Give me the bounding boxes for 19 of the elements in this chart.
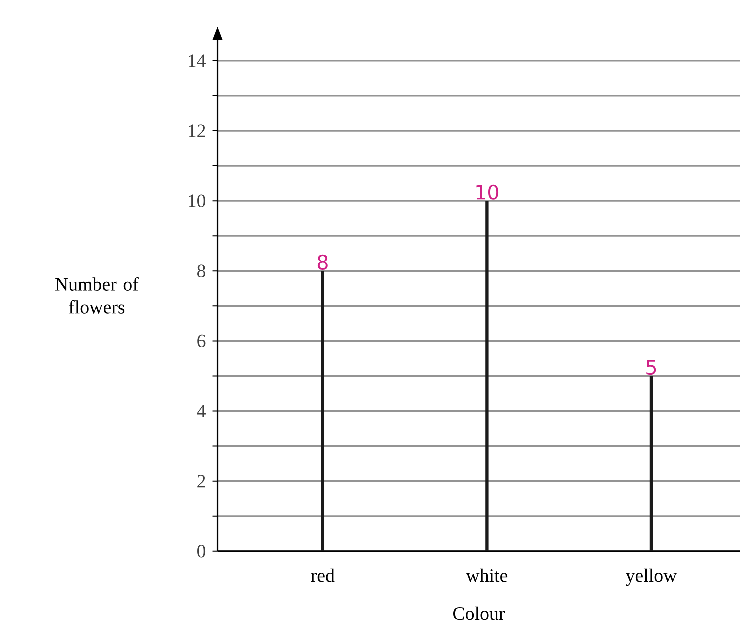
bar xyxy=(486,200,489,552)
y-tick-label: 12 xyxy=(189,124,206,138)
data-label: 8 xyxy=(318,254,328,270)
y-tick-label: 4 xyxy=(197,404,206,418)
x-tick-label: white xyxy=(466,568,508,582)
data-label: 10 xyxy=(476,184,499,200)
x-axis-title: Colour xyxy=(454,606,506,620)
y-tick-label: 8 xyxy=(198,264,206,278)
data-label: 5 xyxy=(646,360,656,375)
y-tick-label: 14 xyxy=(189,54,206,68)
x-tick-label: red xyxy=(311,568,335,582)
y-tick-label: 6 xyxy=(198,334,206,348)
bar xyxy=(321,271,325,552)
y-tick-label: 2 xyxy=(198,474,206,488)
y-axis-title: Number of flowers xyxy=(55,277,139,314)
x-tick-label: yellow xyxy=(626,568,678,586)
bar xyxy=(650,376,654,552)
y-tick-label: 0 xyxy=(198,544,206,558)
y-tick-label: 10 xyxy=(189,194,206,208)
